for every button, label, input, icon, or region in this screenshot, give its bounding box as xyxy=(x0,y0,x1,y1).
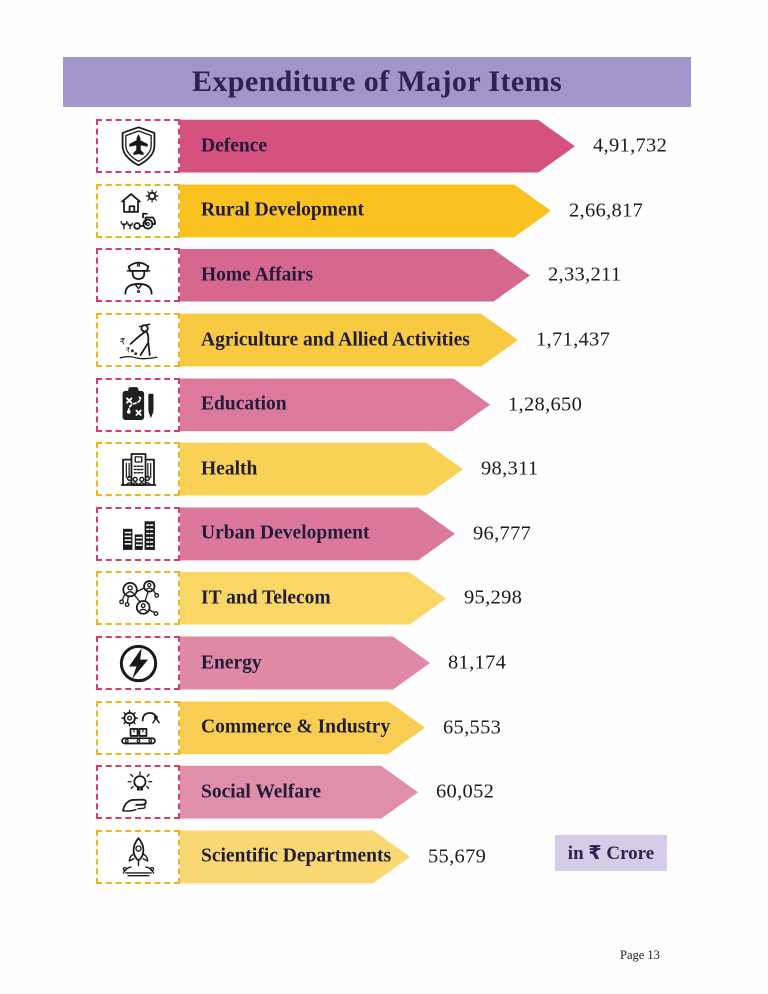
chart-title: Expenditure of Major Items xyxy=(191,65,563,98)
people-network-icon xyxy=(118,580,159,616)
rural-label: Rural Development xyxy=(201,199,365,221)
scientific-icon-box xyxy=(96,829,180,884)
row-urban-development: Urban Development 96,777 xyxy=(0,502,768,567)
education-icon-box xyxy=(96,377,180,432)
defence-value: 4,91,732 xyxy=(593,134,668,157)
urban-label: Urban Development xyxy=(201,522,370,544)
energy-value: 81,174 xyxy=(448,651,507,674)
agriculture-value: 1,71,437 xyxy=(536,328,611,351)
rural-icon-box xyxy=(96,183,180,238)
agriculture-icon-box: ₹ ₹ xyxy=(96,313,180,368)
it-telecom-label: IT and Telecom xyxy=(201,587,331,609)
page-number: Page 13 xyxy=(620,948,660,962)
health-icon-box xyxy=(96,442,180,497)
factory-arm-icon xyxy=(120,709,160,745)
row-social-welfare: Social Welfare 60,052 xyxy=(0,760,768,825)
it-telecom-value: 95,298 xyxy=(464,586,523,609)
city-buildings-icon xyxy=(122,521,155,551)
village-tractor-icon xyxy=(120,189,159,231)
social-welfare-icon-box xyxy=(96,765,180,820)
rocket-launch-icon xyxy=(122,837,154,877)
urban-bar: Urban Development xyxy=(178,507,455,560)
agriculture-label: Agriculture and Allied Activities xyxy=(201,329,470,351)
rural-value: 2,66,817 xyxy=(569,199,644,222)
home-affairs-label: Home Affairs xyxy=(201,264,314,286)
shield-jet-icon xyxy=(121,126,155,166)
lightning-icon xyxy=(119,644,157,682)
it-telecom-icon-box xyxy=(96,571,180,626)
rural-bar: Rural Development xyxy=(178,184,551,237)
farmer-sowing-icon: ₹ ₹ xyxy=(119,323,157,359)
home-affairs-bar: Home Affairs xyxy=(178,249,530,302)
chart-title-bar: Expenditure of Major Items xyxy=(63,57,691,107)
social-welfare-bar: Social Welfare xyxy=(178,766,418,819)
social-welfare-label: Social Welfare xyxy=(201,781,322,803)
home-affairs-icon-box xyxy=(96,248,180,303)
health-bar: Health xyxy=(178,443,463,496)
scientific-value: 55,679 xyxy=(428,845,487,868)
defence-bar: Defence xyxy=(178,120,575,173)
hospital-icon xyxy=(120,452,156,486)
social-welfare-value: 60,052 xyxy=(436,780,495,803)
education-label: Education xyxy=(201,393,287,415)
education-value: 1,28,650 xyxy=(508,393,583,416)
svg-text:₹: ₹ xyxy=(119,337,125,347)
row-rural-development: Rural Development 2,66,817 xyxy=(0,179,768,244)
commerce-value: 65,553 xyxy=(443,716,502,739)
row-defence: Defence 4,91,732 xyxy=(0,114,768,179)
unit-badge: in ₹ Crore xyxy=(555,835,667,871)
defence-icon-box xyxy=(96,119,180,174)
hand-bulb-icon xyxy=(121,770,152,812)
defence-label: Defence xyxy=(201,135,268,157)
lesson-plan-icon xyxy=(122,387,153,421)
police-officer-icon xyxy=(123,261,153,295)
energy-icon-box xyxy=(96,636,180,691)
row-agriculture: ₹ ₹ Agriculture and Allied Activities 1,… xyxy=(0,308,768,373)
it-telecom-bar: IT and Telecom xyxy=(178,572,446,625)
bar-rows: Defence 4,91,732 Rural Development xyxy=(0,114,768,889)
commerce-bar: Commerce & Industry xyxy=(178,701,425,754)
commerce-label: Commerce & Industry xyxy=(201,716,391,738)
agriculture-bar: Agriculture and Allied Activities xyxy=(178,314,518,367)
row-health: Health 98,311 xyxy=(0,437,768,502)
energy-label: Energy xyxy=(201,652,262,674)
scientific-bar: Scientific Departments xyxy=(178,830,410,883)
row-scientific-departments: Scientific Departments 55,679 xyxy=(0,825,768,890)
urban-value: 96,777 xyxy=(473,522,532,545)
row-it-telecom: IT and Telecom 95,298 xyxy=(0,566,768,631)
row-home-affairs: Home Affairs 2,33,211 xyxy=(0,243,768,308)
health-label: Health xyxy=(201,458,258,480)
svg-text:₹: ₹ xyxy=(125,345,130,354)
row-commerce-industry: Commerce & Industry 65,553 xyxy=(0,695,768,760)
home-affairs-value: 2,33,211 xyxy=(548,263,622,286)
commerce-icon-box xyxy=(96,700,180,755)
energy-bar: Energy xyxy=(178,637,430,690)
scientific-label: Scientific Departments xyxy=(201,845,392,867)
health-value: 98,311 xyxy=(481,457,539,480)
row-education: Education 1,28,650 xyxy=(0,372,768,437)
education-bar: Education xyxy=(178,378,490,431)
urban-icon-box xyxy=(96,506,180,561)
row-energy: Energy 81,174 xyxy=(0,631,768,696)
